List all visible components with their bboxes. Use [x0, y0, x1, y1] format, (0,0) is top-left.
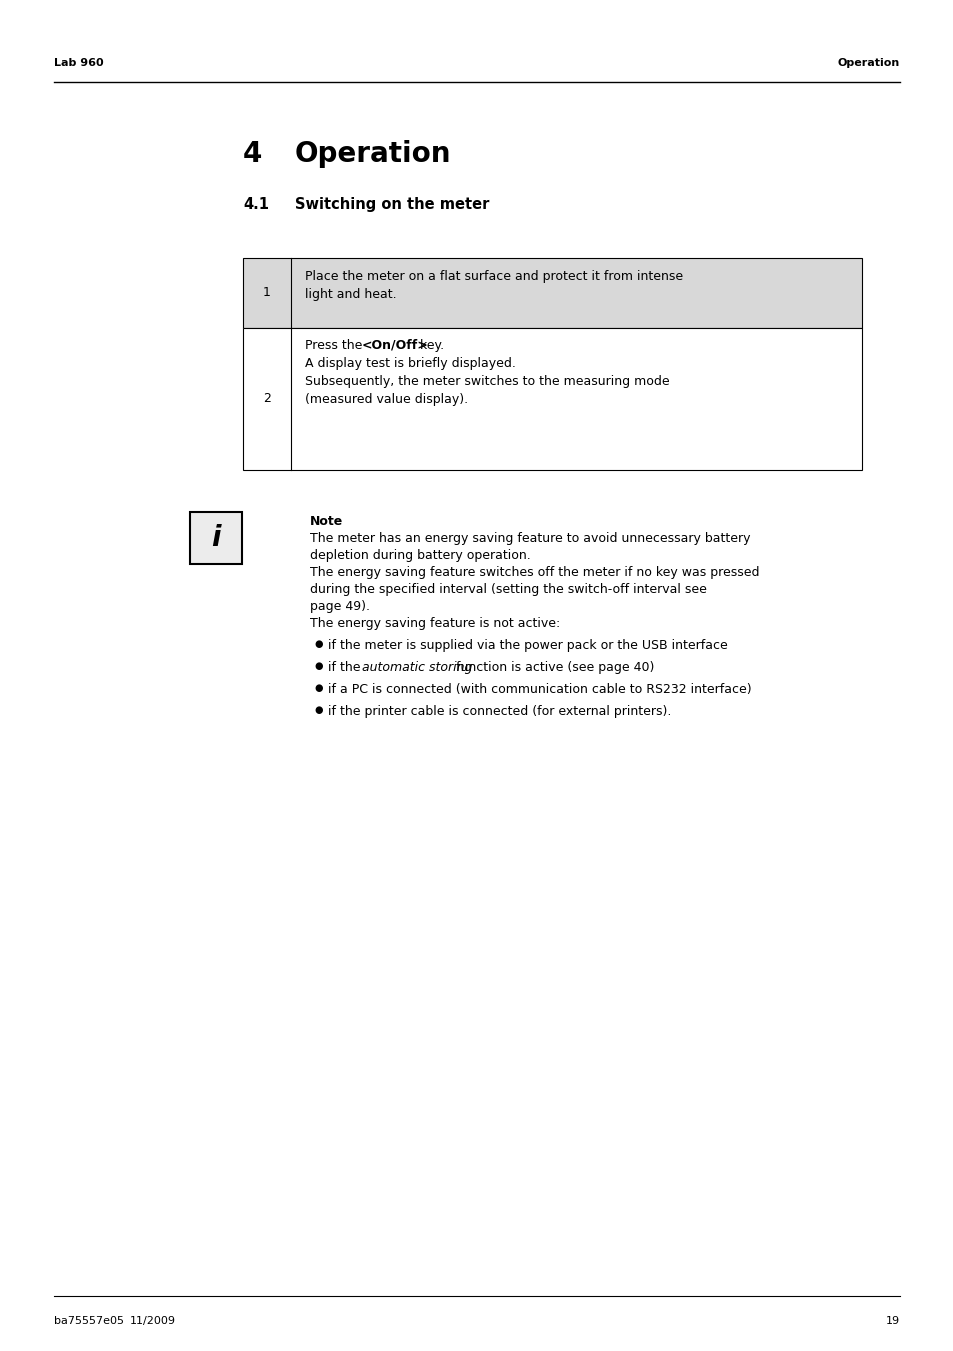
- Text: 19: 19: [885, 1316, 899, 1325]
- Text: ●: ●: [314, 684, 322, 693]
- Text: Lab 960: Lab 960: [54, 58, 104, 68]
- Text: Operation: Operation: [294, 141, 451, 168]
- Text: during the specified interval (setting the switch-off interval see: during the specified interval (setting t…: [310, 584, 706, 596]
- Text: ●: ●: [314, 661, 322, 671]
- Text: if a PC is connected (with communication cable to RS232 interface): if a PC is connected (with communication…: [328, 684, 751, 696]
- Bar: [243, 328, 862, 470]
- Text: if the: if the: [328, 661, 364, 674]
- Bar: [190, 512, 242, 563]
- Bar: [243, 258, 862, 328]
- Text: if the printer cable is connected (for external printers).: if the printer cable is connected (for e…: [328, 705, 671, 717]
- Text: The energy saving feature is not active:: The energy saving feature is not active:: [310, 617, 559, 630]
- Text: The energy saving feature switches off the meter if no key was pressed: The energy saving feature switches off t…: [310, 566, 759, 580]
- Text: ●: ●: [314, 705, 322, 715]
- Text: (measured value display).: (measured value display).: [305, 393, 468, 407]
- Text: function is active (see page 40): function is active (see page 40): [452, 661, 654, 674]
- Text: automatic storing: automatic storing: [361, 661, 472, 674]
- Bar: [190, 512, 242, 563]
- Text: Subsequently, the meter switches to the measuring mode: Subsequently, the meter switches to the …: [305, 376, 669, 388]
- Text: if the meter is supplied via the power pack or the USB interface: if the meter is supplied via the power p…: [328, 639, 727, 653]
- Text: ba75557e05: ba75557e05: [54, 1316, 124, 1325]
- Text: 11/2009: 11/2009: [130, 1316, 175, 1325]
- Text: Operation: Operation: [837, 58, 899, 68]
- Text: Place the meter on a flat surface and protect it from intense: Place the meter on a flat surface and pr…: [305, 270, 682, 282]
- Text: 1: 1: [263, 286, 271, 300]
- Text: light and heat.: light and heat.: [305, 288, 396, 301]
- Bar: [243, 328, 862, 470]
- Text: Note: Note: [310, 515, 343, 528]
- Text: 4.1: 4.1: [243, 197, 269, 212]
- Text: 2: 2: [263, 393, 271, 405]
- Text: A display test is briefly displayed.: A display test is briefly displayed.: [305, 357, 516, 370]
- Text: <On/Off>: <On/Off>: [361, 339, 428, 353]
- Text: depletion during battery operation.: depletion during battery operation.: [310, 549, 530, 562]
- Text: Switching on the meter: Switching on the meter: [294, 197, 489, 212]
- Bar: [243, 258, 862, 328]
- Text: Press the: Press the: [305, 339, 366, 353]
- Text: i: i: [211, 524, 220, 553]
- Text: The meter has an energy saving feature to avoid unnecessary battery: The meter has an energy saving feature t…: [310, 532, 750, 544]
- Text: ●: ●: [314, 639, 322, 648]
- Text: 4: 4: [243, 141, 262, 168]
- Text: page 49).: page 49).: [310, 600, 370, 613]
- Text: key.: key.: [416, 339, 444, 353]
